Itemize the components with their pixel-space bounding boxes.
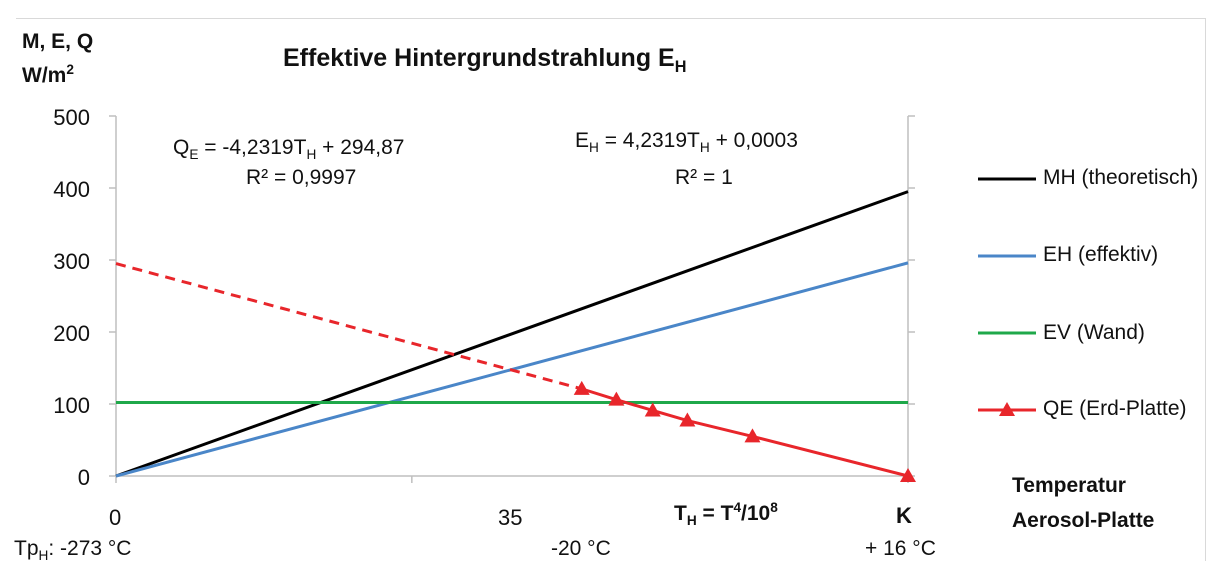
series-line: [115, 262, 583, 391]
temp-label-text: : -273 °C: [48, 537, 132, 560]
x-formula-tail-sup: 8: [770, 500, 778, 515]
legend-label: QE (Erd-Platte): [1043, 397, 1187, 420]
series-line: [115, 190, 909, 478]
equation-right-r2: R² = 1: [675, 166, 733, 189]
y-tick-label: 400: [53, 177, 90, 202]
y-axis-label-unit: W/m: [22, 64, 67, 87]
data-point-marker: [644, 402, 661, 417]
data-point-marker: [679, 412, 696, 427]
eq-left-mid-sub: H: [306, 147, 317, 163]
eq-left-lhs-sub: E: [189, 147, 199, 163]
legend-label: EV (Wand): [1043, 321, 1145, 344]
x-formula-rhs: = T: [696, 502, 734, 525]
legend-marker: [999, 402, 1015, 416]
equation-right: EH = 4,2319TH + 0,0003: [575, 129, 798, 155]
eq-right-mid-sub: H: [699, 140, 710, 156]
eq-left-tail: + 294,87: [316, 136, 405, 159]
y-axis-label-line2: W/m2: [22, 62, 74, 88]
data-point-marker: [900, 468, 916, 482]
x-tick-label: K: [896, 503, 912, 528]
temp-label-sub: H: [38, 548, 49, 563]
y-axis-label-line1: M, E, Q: [22, 30, 94, 53]
y-tick-label: 500: [53, 105, 90, 130]
x-axis-formula: TH = T4/108: [674, 500, 778, 528]
x-formula-rhs-sup: 4: [733, 500, 742, 515]
eq-right-lhs: E: [575, 129, 590, 152]
chart-title-subscript: H: [674, 58, 687, 76]
eq-left-lhs: Q: [173, 136, 190, 159]
x-formula-lhs: T: [674, 502, 687, 525]
x-formula-lhs-sub: H: [686, 513, 697, 529]
y-tick-label: 300: [53, 249, 90, 274]
y-tick-label: 200: [53, 321, 90, 346]
frame-border-top: [16, 18, 1206, 19]
y-tick-label: 0: [77, 465, 90, 490]
temperature-label-left: TpH: -273 °C: [14, 537, 131, 563]
y-axis-label-exponent: 2: [66, 62, 74, 77]
x-axis-label-line1: Temperatur: [1012, 474, 1126, 497]
equation-left: QE = -4,2319TH + 294,87: [173, 136, 404, 162]
x-formula-tail: /10: [741, 502, 771, 525]
data-point-marker: [744, 428, 761, 443]
eq-left-mid: = -4,2319T: [198, 136, 307, 159]
chart-title: Effektive Hintergrundstrahlung EH: [283, 44, 686, 77]
y-tick-label: 100: [53, 393, 90, 418]
legend-label: MH (theoretisch): [1043, 166, 1199, 189]
chart-title-text: Effektive Hintergrundstrahlung: [283, 44, 652, 72]
data-point-marker: [608, 391, 625, 406]
x-tick-label: 35: [498, 505, 523, 530]
eq-right-lhs-sub: H: [589, 140, 599, 156]
frame-border-right: [1205, 18, 1206, 561]
x-tick-label: 0: [109, 505, 122, 530]
legend-label: EH (effektiv): [1043, 243, 1159, 266]
x-axis-label-line2: Aerosol-Platte: [1012, 509, 1155, 532]
temperature-label-right: + 16 °C: [865, 537, 936, 560]
eq-right-mid: = 4,2319T: [598, 129, 700, 152]
series-line: [581, 387, 909, 478]
equation-left-r2: R² = 0,9997: [246, 166, 357, 189]
temp-label-prefix: Tp: [14, 537, 39, 560]
temperature-label-mid: -20 °C: [551, 537, 611, 560]
chart-title-symbol: E: [658, 44, 675, 72]
eq-right-tail: + 0,0003: [709, 129, 798, 152]
